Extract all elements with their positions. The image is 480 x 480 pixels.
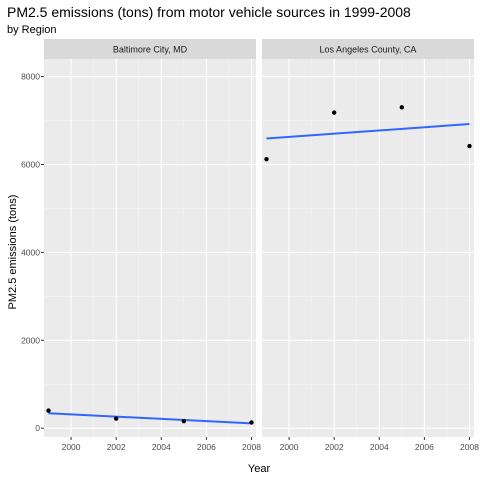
- x-tick-label: 2004: [152, 442, 171, 452]
- panel-background: [262, 59, 474, 437]
- data-point: [264, 157, 269, 162]
- facet-strip: [262, 39, 474, 59]
- trend-line: [48, 412, 252, 425]
- facet-strip-label: Los Angeles County, CA: [320, 45, 417, 55]
- chart-title: PM2.5 emissions (tons) from motor vehicl…: [7, 4, 411, 20]
- facet-strip-label: Baltimore City, MD: [113, 45, 188, 55]
- x-axis-title: Year: [248, 463, 271, 475]
- data-point: [399, 105, 405, 110]
- y-tick-label: 6000: [21, 159, 40, 169]
- x-tick-label: 2002: [325, 442, 344, 452]
- x-tick-label: 2008: [242, 442, 261, 452]
- x-tick-label: 2006: [415, 442, 434, 452]
- data-point: [249, 420, 254, 425]
- x-tick-label: 2002: [107, 442, 126, 452]
- y-tick-label: 0: [35, 423, 40, 433]
- panel-background: [44, 59, 256, 437]
- data-point: [467, 143, 472, 149]
- facet-panel-1: Baltimore City, MD 2000 2002 2004 2006 2008: [44, 39, 261, 452]
- data-point: [331, 110, 337, 115]
- y-axis-title: PM2.5 emissions (tons): [7, 195, 19, 310]
- facet-strip: [44, 39, 256, 59]
- x-tick-label: 2000: [280, 442, 299, 452]
- x-tick-label: 2004: [370, 442, 389, 452]
- data-point: [181, 418, 187, 424]
- facet-panels: 0 2000 4000 6000 8000 Baltimore City, MD 2000 2…: [21, 39, 479, 452]
- data-point: [46, 408, 51, 413]
- x-tick-label: 2000: [62, 442, 81, 452]
- trend-line: [266, 123, 470, 140]
- data-point: [113, 416, 119, 421]
- y-tick-label: 4000: [21, 247, 40, 257]
- chart-subtitle: by Region: [7, 24, 57, 36]
- x-tick-label: 2006: [197, 442, 216, 452]
- y-tick-label: 2000: [21, 335, 40, 345]
- y-tick-label: 8000: [21, 72, 40, 82]
- x-tick-label: 2008: [460, 442, 479, 452]
- facet-panel-2: Los Angeles County, CA 2000 2002 2004 2006 20…: [262, 39, 479, 452]
